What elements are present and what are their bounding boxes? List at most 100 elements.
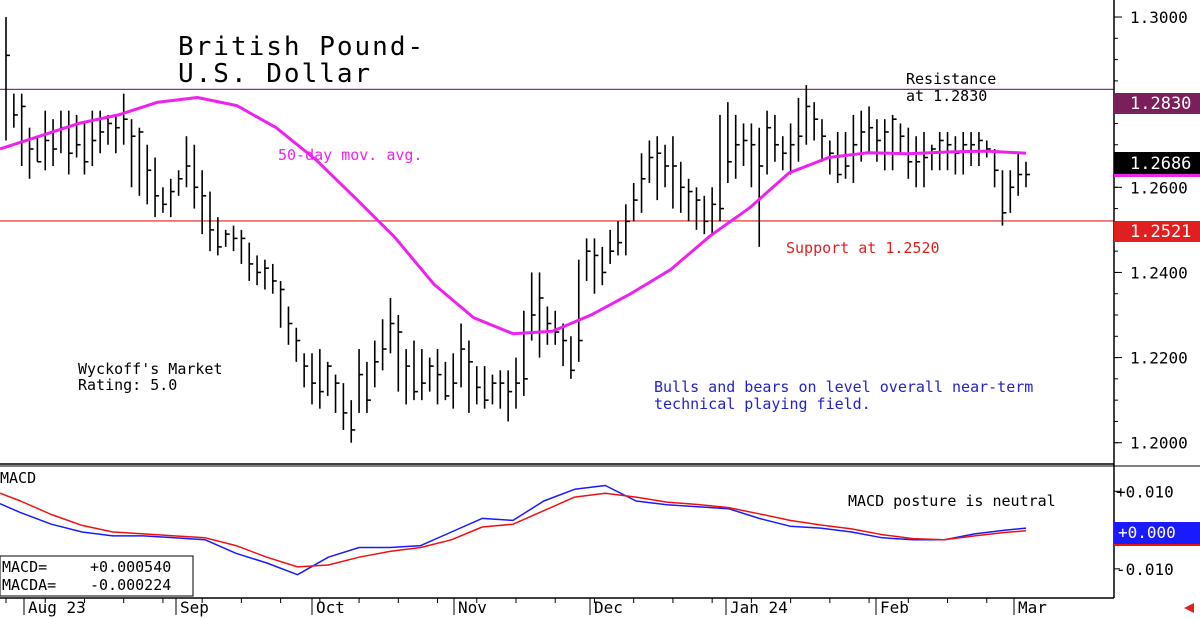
price-bar — [554, 310, 560, 345]
price-bar — [405, 349, 411, 405]
macda-readout-label: MACDA= — [2, 576, 56, 594]
price-bar — [609, 229, 615, 264]
price-y-tick-label: 1.2000 — [1130, 434, 1188, 453]
macd-readout-value: +0.000540 — [90, 558, 171, 576]
price-bar — [146, 144, 152, 205]
price-bar — [742, 123, 748, 167]
macd-zero-badge-bg — [1114, 522, 1200, 544]
price-bar — [570, 336, 575, 379]
macd-y-tick-label: -0.010 — [1116, 560, 1174, 579]
price-bar — [193, 144, 199, 209]
price-bar — [499, 370, 505, 409]
price-bar — [719, 114, 724, 222]
price-bar — [413, 340, 418, 401]
price-bar — [781, 136, 787, 171]
price-bar — [428, 357, 434, 392]
price-y-tick-label: 1.2200 — [1130, 349, 1188, 368]
price-bar — [915, 136, 921, 188]
price-bar — [452, 353, 458, 409]
price-bar — [13, 93, 18, 128]
price-bar — [303, 353, 309, 388]
x-tick-label: Aug 23 — [28, 598, 86, 617]
price-bar — [107, 114, 112, 145]
price-bar — [703, 195, 709, 235]
price-bar — [5, 17, 10, 141]
price-bar — [727, 102, 732, 184]
price-bar — [515, 357, 520, 409]
x-tick-label: Jan 24 — [730, 598, 788, 617]
price-bar — [821, 119, 826, 162]
price-bar — [154, 157, 160, 218]
price-bar — [758, 127, 764, 247]
price-bar — [75, 114, 81, 158]
macda-readout-value: -0.000224 — [90, 576, 171, 594]
price-bar — [562, 323, 568, 367]
price-bar — [295, 327, 301, 362]
macd-y-ticks: +0.010 -0.010 — [1114, 482, 1174, 579]
price-bar — [271, 263, 277, 294]
price-bar — [774, 114, 779, 162]
x-tick-label: Sep — [180, 598, 209, 617]
price-bar — [632, 183, 638, 222]
price-bar — [962, 131, 968, 175]
price-bar — [507, 370, 513, 422]
price-bar — [334, 374, 340, 413]
price-bar — [209, 191, 214, 252]
macd-lines — [0, 484, 1027, 576]
price-bar — [460, 323, 466, 388]
price-bar — [444, 361, 450, 401]
price-bar — [232, 225, 238, 252]
price-bar — [852, 114, 858, 184]
support-badge-label: 1.2521 — [1130, 222, 1191, 242]
price-bar — [585, 238, 591, 281]
price-bar — [648, 140, 654, 184]
macd-line — [0, 484, 1027, 576]
commentary-line1: Bulls and bears on level overall near-te… — [654, 378, 1033, 396]
price-y-tick-label: 1.2600 — [1130, 178, 1188, 197]
price-bar — [381, 319, 387, 371]
price-y-tick-label: 1.3000 — [1130, 8, 1188, 27]
price-bar — [687, 178, 693, 222]
price-bar — [923, 131, 928, 188]
price-bar — [523, 310, 528, 396]
price-bar — [217, 217, 222, 256]
price-bar — [625, 204, 630, 256]
x-tick-label: Dec — [594, 598, 623, 617]
price-bar — [287, 306, 293, 345]
price-bar — [985, 140, 991, 158]
price-bar — [138, 127, 144, 196]
price-bar — [883, 119, 889, 171]
price-bar — [601, 246, 607, 286]
resistance-price-badge: 1.2830 — [1114, 93, 1200, 114]
price-reference-lines — [0, 88, 1114, 222]
price-bar — [264, 259, 269, 290]
price-bar — [593, 238, 599, 294]
price-bar — [797, 97, 803, 162]
price-bar — [130, 119, 136, 188]
scroll-left-arrow-icon[interactable] — [1184, 603, 1194, 613]
macd-zero-badge-label: +0.000 — [1118, 523, 1176, 542]
price-bar — [366, 361, 371, 413]
price-bar — [201, 170, 207, 235]
price-bar — [876, 119, 881, 162]
macda-line — [0, 492, 1027, 568]
price-bar — [1001, 170, 1007, 226]
price-bar — [358, 349, 364, 413]
macd-zero-badge-underline — [1114, 544, 1200, 546]
price-bar — [342, 383, 348, 430]
price-bar — [483, 366, 489, 409]
price-bar — [52, 119, 58, 167]
price-bar — [695, 187, 701, 230]
price-bar — [350, 400, 356, 443]
price-bar — [530, 272, 536, 341]
price-bar — [279, 280, 285, 328]
price-bar — [177, 170, 183, 196]
price-bar — [224, 229, 230, 247]
x-tick-label: Oct — [316, 598, 345, 617]
macd-panel-title: MACD — [0, 469, 36, 487]
last-price-badge-bg — [1114, 152, 1200, 174]
price-bar — [656, 136, 662, 201]
price-bar — [978, 131, 983, 167]
price-bar — [468, 340, 473, 413]
